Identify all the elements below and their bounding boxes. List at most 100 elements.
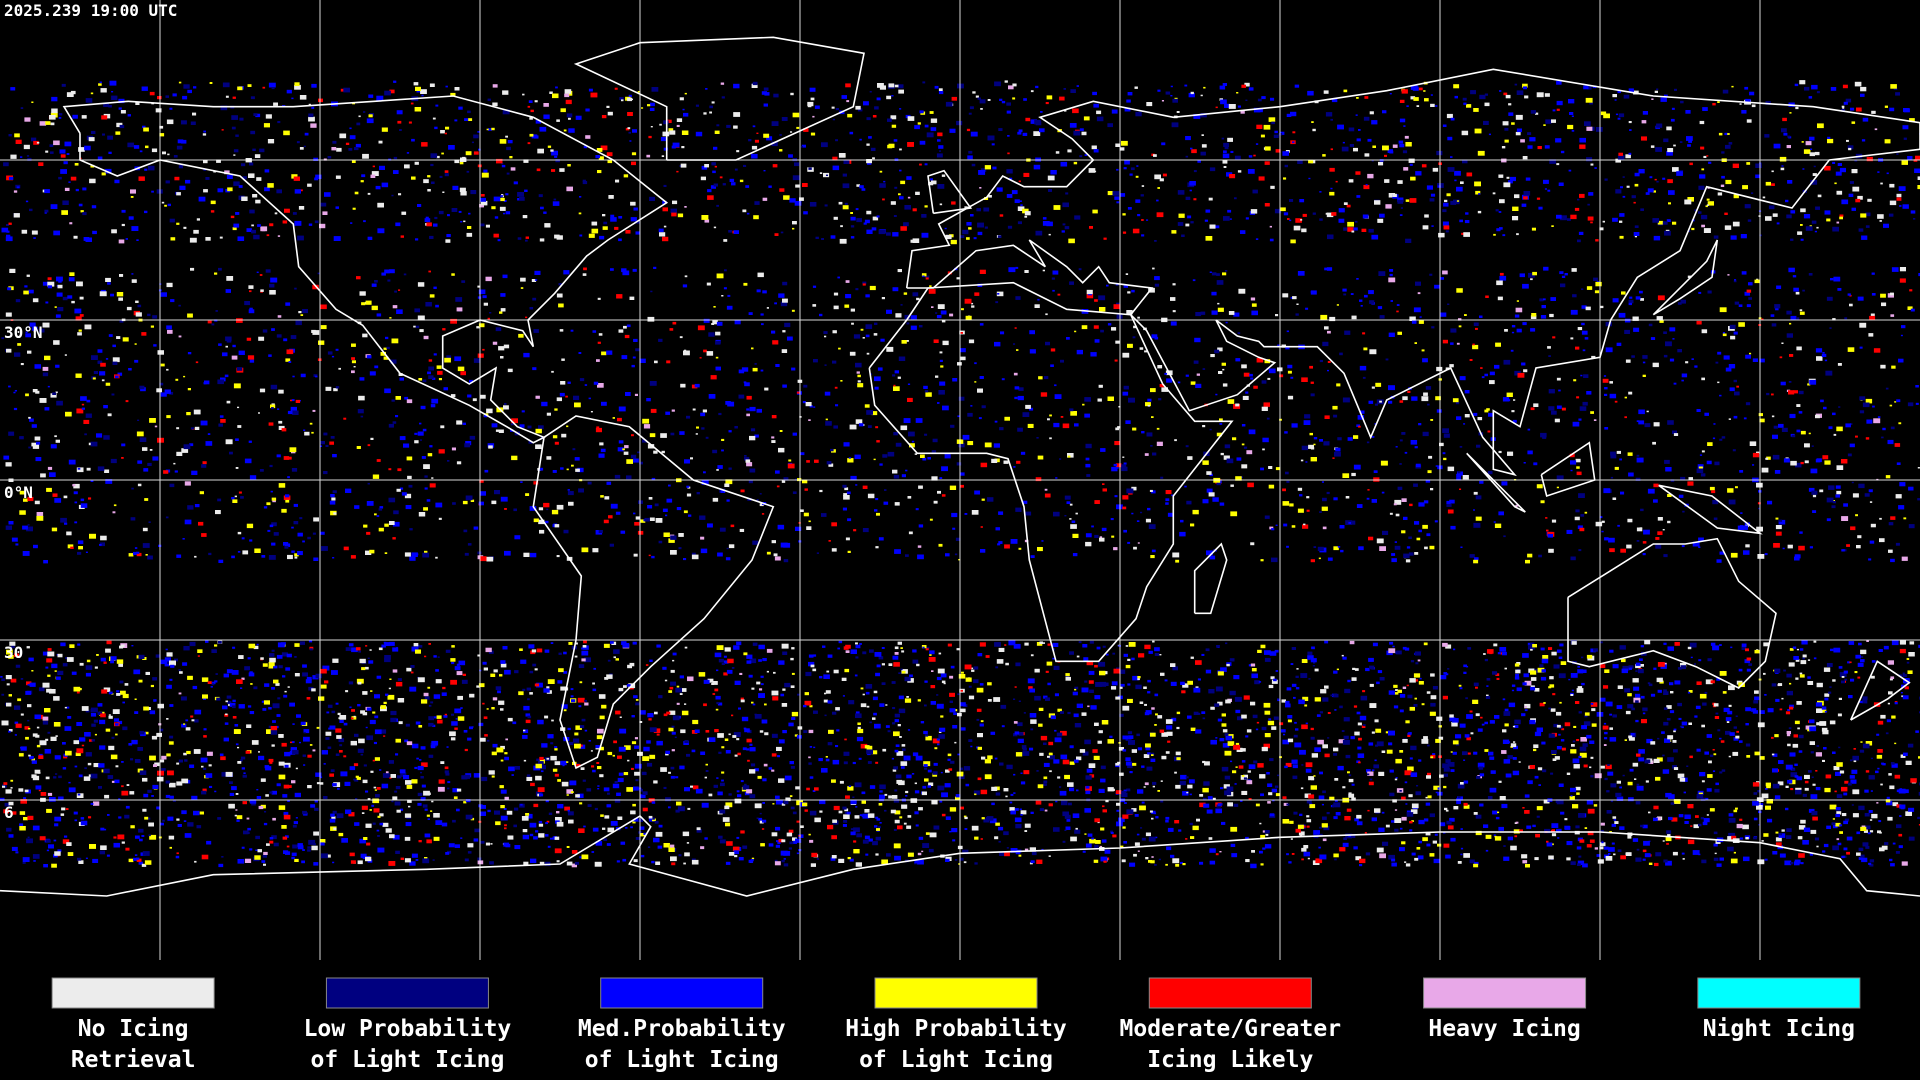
- icing-pixel: [1221, 362, 1226, 366]
- icing-pixel: [1615, 113, 1619, 116]
- icing-pixel: [1302, 524, 1309, 529]
- icing-pixel: [1079, 155, 1083, 158]
- icing-pixel: [937, 490, 941, 494]
- icing-pixel: [1808, 487, 1815, 492]
- icing-pixel: [1015, 200, 1019, 203]
- icing-pixel: [1069, 408, 1074, 412]
- icing-pixel: [1064, 109, 1067, 112]
- icing-pixel: [987, 699, 992, 702]
- icing-pixel: [1558, 389, 1561, 392]
- icing-pixel: [1413, 307, 1421, 313]
- icing-pixel: [1296, 303, 1299, 305]
- icing-pixel: [1450, 117, 1455, 121]
- icing-pixel: [1610, 451, 1616, 456]
- icing-pixel: [1189, 181, 1196, 186]
- icing-pixel: [1564, 273, 1568, 276]
- icing-pixel: [869, 285, 876, 291]
- icing-pixel: [850, 212, 853, 214]
- icing-pixel: [575, 642, 578, 645]
- icing-pixel: [743, 164, 747, 167]
- icing-pixel: [295, 399, 301, 403]
- icing-pixel: [143, 468, 149, 472]
- icing-pixel: [873, 333, 878, 336]
- icing-pixel: [1703, 228, 1711, 233]
- icing-pixel: [90, 480, 94, 482]
- icing-pixel: [1381, 750, 1386, 753]
- icing-pixel: [1505, 94, 1511, 99]
- icing-pixel: [1586, 126, 1593, 131]
- icing-pixel: [1046, 221, 1053, 227]
- icing-pixel: [268, 354, 272, 357]
- icing-pixel: [285, 494, 290, 498]
- icing-pixel: [1786, 145, 1791, 149]
- icing-pixel: [746, 395, 752, 400]
- icing-pixel: [1463, 232, 1470, 237]
- icing-pixel: [269, 464, 273, 468]
- icing-pixel: [226, 276, 234, 281]
- icing-pixel: [125, 238, 128, 240]
- icing-pixel: [791, 367, 796, 371]
- icing-pixel: [686, 485, 690, 488]
- icing-pixel: [962, 229, 969, 235]
- icing-pixel: [33, 237, 36, 239]
- icing-pixel: [979, 187, 982, 189]
- icing-pixel: [55, 314, 61, 318]
- icing-pixel: [751, 153, 758, 159]
- icing-pixel: [1141, 219, 1144, 221]
- icing-pixel: [1457, 783, 1465, 789]
- icing-pixel: [417, 431, 424, 436]
- icing-pixel: [674, 736, 677, 738]
- icing-pixel: [844, 738, 847, 741]
- icing-pixel: [1499, 272, 1504, 276]
- icing-pixel: [1847, 347, 1855, 352]
- icing-pixel: [1456, 473, 1462, 478]
- icing-pixel: [270, 277, 278, 283]
- icing-pixel: [1794, 556, 1800, 561]
- icing-pixel: [940, 310, 947, 315]
- icing-pixel: [566, 468, 569, 471]
- icing-pixel: [417, 792, 423, 797]
- icing-pixel: [1847, 293, 1851, 296]
- icing-pixel: [1392, 144, 1398, 148]
- icing-pixel: [1341, 146, 1349, 152]
- icing-pixel: [1140, 194, 1144, 197]
- icing-pixel: [536, 648, 543, 653]
- icing-pixel: [294, 84, 301, 90]
- icing-pixel: [1042, 217, 1047, 220]
- icing-pixel: [781, 117, 788, 121]
- icing-pixel: [1901, 325, 1906, 329]
- icing-pixel: [76, 408, 84, 414]
- icing-pixel: [810, 863, 816, 867]
- icing-pixel: [1456, 416, 1462, 420]
- icing-pixel: [783, 195, 790, 200]
- icing-pixel: [88, 497, 92, 500]
- icing-pixel: [1856, 545, 1861, 549]
- icing-pixel: [1177, 381, 1181, 384]
- icing-pixel: [1223, 150, 1227, 154]
- icing-pixel: [1089, 689, 1094, 693]
- icing-pixel: [694, 383, 700, 388]
- icing-pixel: [1808, 432, 1811, 435]
- icing-pixel: [1409, 316, 1416, 321]
- icing-pixel: [925, 275, 930, 279]
- icing-pixel: [897, 84, 904, 89]
- icing-pixel: [1088, 168, 1096, 173]
- icing-pixel: [642, 807, 648, 812]
- icing-pixel: [421, 94, 424, 97]
- icing-pixel: [1869, 315, 1876, 321]
- icing-pixel: [1663, 554, 1668, 558]
- icing-pixel: [538, 507, 544, 511]
- icing-pixel: [653, 450, 658, 454]
- icing-pixel: [377, 228, 385, 234]
- icing-pixel: [844, 487, 849, 491]
- icing-pixel: [1074, 423, 1079, 427]
- icing-pixel: [1022, 132, 1028, 136]
- icing-pixel: [312, 532, 316, 535]
- icing-pixel: [918, 524, 924, 528]
- icing-pixel: [939, 203, 943, 206]
- icing-pixel: [746, 212, 750, 215]
- icing-pixel: [1364, 294, 1368, 298]
- icing-pixel: [1434, 520, 1438, 523]
- icing-pixel: [1134, 842, 1140, 846]
- icing-pixel: [894, 370, 899, 374]
